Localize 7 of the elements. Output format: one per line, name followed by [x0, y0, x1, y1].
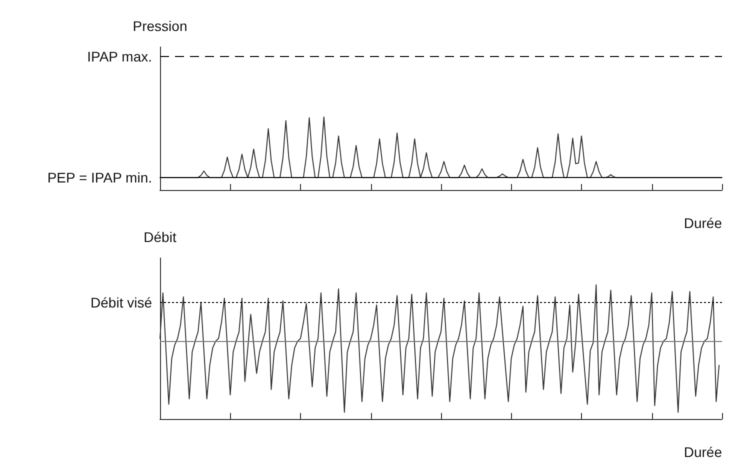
ref-line-label: Débit visé: [90, 294, 152, 310]
x-axis-title: Durée: [684, 444, 722, 459]
y-axis-title: Débit: [144, 229, 176, 245]
y-axis-title: Pression: [132, 18, 188, 34]
ref-line-label: IPAP max.: [87, 48, 152, 64]
ref-line-label: PEP = IPAP min.: [47, 170, 152, 186]
x-axis-title: Durée: [684, 215, 722, 231]
